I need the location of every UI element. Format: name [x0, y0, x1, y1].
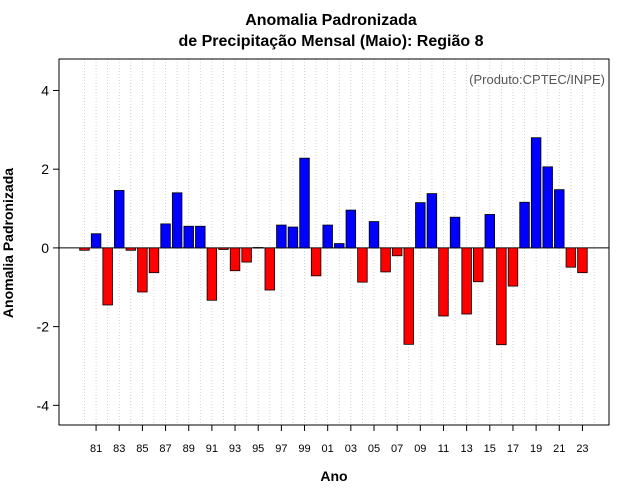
bars: [79, 137, 588, 346]
bar-2023: [577, 247, 588, 274]
bar-1985: [137, 247, 148, 293]
plot-frame: [58, 58, 610, 426]
bar-2005: [368, 221, 380, 249]
bar-1996: [264, 247, 275, 291]
bar-2021: [554, 189, 565, 249]
y-axis-title: Anomalia Padronizada: [0, 168, 16, 318]
bar-2010: [426, 193, 438, 249]
bar-2003: [345, 209, 357, 249]
x-tick-label: 81: [90, 443, 102, 455]
bar-1999: [299, 157, 310, 249]
bar-1986: [148, 247, 160, 274]
bar-2011: [438, 247, 449, 317]
y-tick-label: 0: [41, 240, 49, 256]
bar-2019: [530, 137, 542, 249]
x-tick-label: 99: [298, 443, 310, 455]
bar-1995: [252, 247, 264, 249]
x-tick-label: 01: [322, 443, 334, 455]
bar-2008: [403, 247, 414, 345]
y-tick-label: 2: [41, 161, 49, 177]
x-tick-label: 11: [438, 443, 449, 455]
x-tick-label: 85: [136, 443, 148, 455]
bar-1997: [276, 224, 287, 249]
y-tick-label: 4: [41, 82, 49, 98]
bar-2017: [507, 247, 519, 287]
bar-1998: [287, 226, 299, 249]
bar-2012: [449, 216, 461, 249]
x-tick-label: 05: [368, 443, 380, 455]
bar-2015: [484, 214, 496, 249]
x-tick-label: 03: [345, 443, 357, 455]
chart-title-line1: Anomalia Padronizada: [245, 12, 417, 29]
credit-label: (Produto:CPTEC/INPE): [469, 72, 605, 87]
x-tick-label: 91: [206, 443, 218, 455]
bar-1980: [79, 247, 90, 251]
bar-1984: [125, 247, 137, 251]
bar-2004: [357, 247, 368, 283]
y-tick-label: -2: [37, 319, 50, 335]
bar-1994: [241, 247, 252, 263]
bar-2020: [542, 166, 553, 249]
x-tick-label: 07: [391, 443, 403, 455]
bar-2007: [391, 247, 403, 257]
bar-2006: [380, 247, 391, 273]
bar-2022: [565, 247, 577, 268]
bar-2014: [473, 247, 484, 283]
bar-1993: [229, 247, 241, 272]
bar-1991: [206, 247, 218, 301]
x-axis-title: Ano: [320, 468, 347, 484]
bar-2009: [415, 202, 426, 249]
bar-1992: [218, 247, 229, 250]
x-tick-label: 93: [229, 443, 241, 455]
bar-1988: [171, 192, 183, 249]
bar-1983: [114, 190, 125, 249]
x-tick-label: 19: [530, 443, 542, 455]
x-tick-label: 21: [553, 443, 565, 455]
bar-2002: [334, 243, 345, 249]
bar-1987: [160, 223, 171, 249]
x-tick-label: 89: [183, 443, 195, 455]
bar-1982: [102, 247, 113, 306]
bar-2001: [322, 224, 333, 249]
bar-1981: [90, 233, 102, 249]
x-tick-label: 97: [275, 443, 287, 455]
x-tick-label: 87: [159, 443, 171, 455]
x-tick-label: 13: [461, 443, 473, 455]
y-axis: -4 -2 0 2 4: [37, 82, 59, 413]
bar-2018: [519, 201, 530, 249]
bar-1989: [183, 225, 194, 249]
y-tick-label: -4: [37, 397, 50, 413]
x-tick-label: 15: [484, 443, 496, 455]
x-axis: 81 83 85 87 89 91 93 95 97 99 01 03 05 07 09 11 13 15 17 19…: [90, 425, 589, 455]
x-tick-label: 17: [507, 443, 519, 455]
bar-1990: [195, 225, 206, 249]
x-tick-label: 09: [414, 443, 426, 455]
x-tick-label: 23: [576, 443, 588, 455]
bar-2013: [461, 247, 472, 315]
bar-2016: [496, 247, 507, 346]
chart-title-line2: de Precipitação Mensal (Maio): Região 8: [179, 33, 484, 50]
x-tick-label: 95: [252, 443, 264, 455]
bar-2000: [310, 247, 322, 277]
x-tick-label: 83: [113, 443, 125, 455]
